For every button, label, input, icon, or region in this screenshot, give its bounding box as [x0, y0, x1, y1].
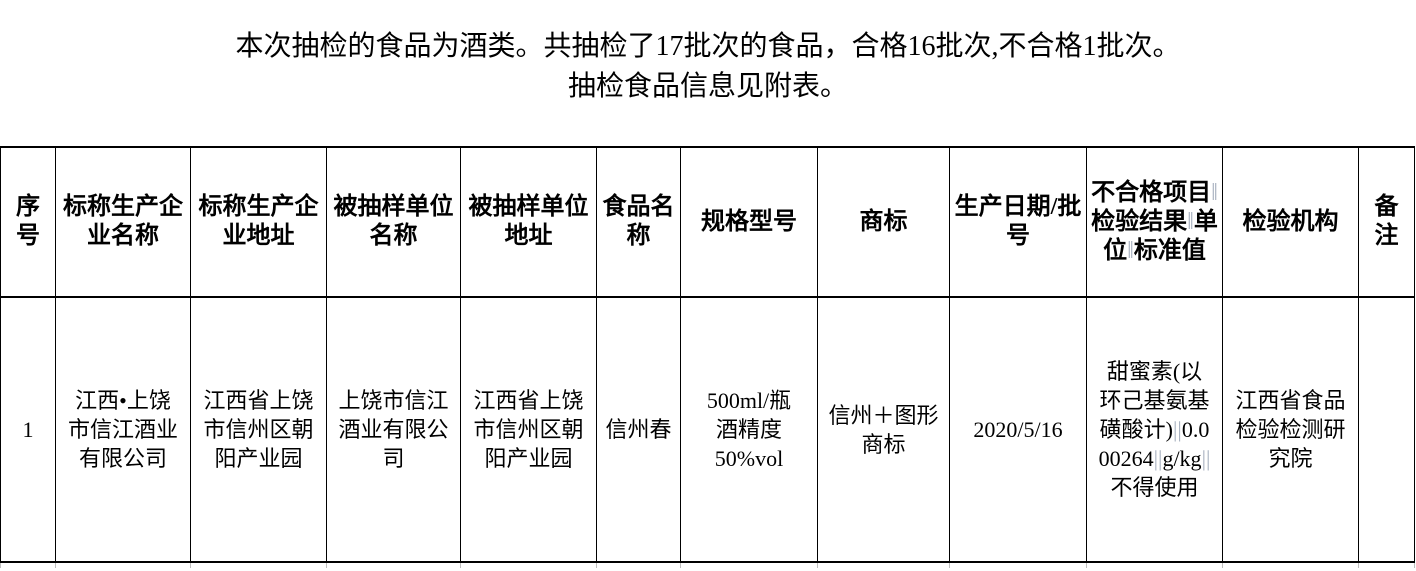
intro-text: 本次抽检的食品为酒类。共抽检了17批次的食品，合格16批次,不合格1批次。 抽检…: [0, 27, 1416, 107]
col-header-spec: 规格型号: [680, 146, 818, 298]
col-header-trademark: 商标: [817, 146, 950, 298]
header-row: 序号 标称生产企业名称 标称生产企业地址 被抽样单位名称 被抽样单位地址 食品名…: [0, 146, 1415, 298]
col-header-inspection-agency: 检验机构: [1222, 146, 1359, 298]
col-header-production-date: 生产日期/批号: [949, 146, 1087, 298]
cell-producer-address: 江西省上饶市信州区朝阳产业园: [190, 296, 327, 563]
col-header-failed-item: 不合格项目‖检验结果‖单位‖标准值: [1086, 146, 1223, 298]
cell-remark: [1358, 296, 1415, 563]
col-header-sampled-unit-address: 被抽样单位地址: [460, 146, 597, 298]
cell-sampled-unit-name: 上饶市信江酒业有限公司: [326, 296, 461, 563]
cell-failed-item: 甜蜜素(以环己基氨基磺酸计)||0.000264||g/kg||不得使用: [1086, 296, 1223, 563]
cell-seq: 1: [0, 296, 56, 563]
cell-spec: 500ml/瓶 酒精度 50%vol: [680, 296, 818, 563]
col-header-food-name: 食品名称: [596, 146, 681, 298]
cell-sampled-unit-address: 江西省上饶市信州区朝阳产业园: [460, 296, 597, 563]
col-header-remark: 备注: [1358, 146, 1415, 298]
cell-trademark: 信州＋图形商标: [817, 296, 950, 563]
cell-inspection-agency: 江西省食品检验检测研究院: [1222, 296, 1359, 563]
col-header-seq: 序号: [0, 146, 56, 298]
next-row-partial: [0, 561, 1415, 568]
cell-producer-name: 江西•上饶市信江酒业有限公司: [55, 296, 191, 563]
cell-food-name: 信州春: [596, 296, 681, 563]
col-header-producer-name: 标称生产企业名称: [55, 146, 191, 298]
cell-production-date: 2020/5/16: [949, 296, 1087, 563]
sampling-results-table: 序号 标称生产企业名称 标称生产企业地址 被抽样单位名称 被抽样单位地址 食品名…: [0, 146, 1415, 568]
table-row: 1 江西•上饶市信江酒业有限公司 江西省上饶市信州区朝阳产业园 上饶市信江酒业有…: [0, 296, 1415, 563]
intro-line-2: 抽检食品信息见附表。: [567, 71, 848, 102]
col-header-producer-address: 标称生产企业地址: [190, 146, 327, 298]
intro-line-1: 本次抽检的食品为酒类。共抽检了17批次的食品，合格16批次,不合格1批次。: [235, 31, 1181, 62]
col-header-sampled-unit-name: 被抽样单位名称: [326, 146, 461, 298]
